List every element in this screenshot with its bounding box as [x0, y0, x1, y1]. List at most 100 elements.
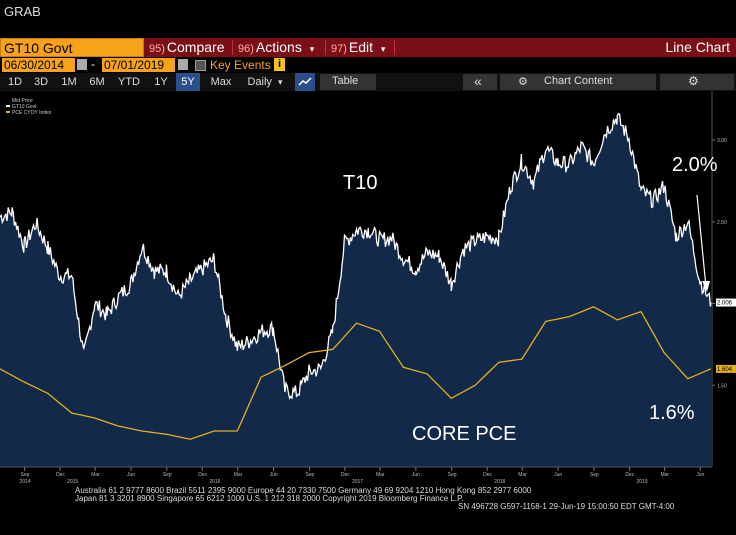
edit-menu-button[interactable]: 97) Edit ▾ [331, 38, 385, 57]
compare-button[interactable]: 95) Compare [149, 38, 225, 57]
range-button-ytd[interactable]: YTD [118, 76, 140, 88]
arrow-annotation [696, 194, 710, 292]
x-year-label: 2014 [20, 479, 31, 485]
x-tick-label: Jun [554, 472, 562, 478]
t10-last-value-box [716, 298, 736, 307]
x-tick-label: Sep [21, 472, 30, 478]
actions-caret-icon: ▾ [309, 44, 315, 54]
chart-type-label[interactable]: Line Chart [665, 39, 730, 55]
edit-label: Edit [348, 39, 374, 55]
t10-annotation: T10 [343, 172, 377, 194]
frequency-dropdown[interactable]: Daily ▾ [240, 73, 290, 91]
actions-label: Actions [255, 39, 302, 55]
pce-end-annotation: 1.6% [649, 402, 695, 424]
table-button[interactable]: Table [320, 74, 376, 90]
x-year-label: 2015 [67, 479, 78, 485]
range-bar: 1D 3D 1M 6M YTD 1Y 5Y Max Daily ▾ Table « ⚙ Cha… [0, 73, 736, 91]
range-button-max[interactable]: Max [210, 76, 232, 88]
x-tick-label: Dec [198, 472, 207, 478]
x-tick-label: Jun [127, 472, 135, 478]
x-tick-label: Mar [234, 472, 243, 478]
start-date-input[interactable]: 06/30/2014 [2, 58, 75, 72]
separator [232, 40, 233, 55]
window-titlebar: GRAB [0, 0, 736, 38]
x-tick-label: Mar [91, 472, 100, 478]
calendar-icon[interactable] [77, 59, 87, 70]
footer: Australia 61 2 9777 8600 Brazil 5511 239… [75, 486, 675, 511]
x-tick-label: Jun [412, 472, 420, 478]
chart-content-button[interactable]: ⚙ Chart Content [500, 74, 656, 90]
y-tick-label: 3.00 [717, 138, 727, 144]
chart-area: 3.002.502.001.50 SepDecMarJunSepDecMarJu… [0, 91, 736, 530]
compare-number: 95) [149, 43, 165, 55]
edit-caret-icon: ▾ [380, 44, 386, 54]
pce-last-value-box [716, 364, 736, 373]
x-tick-label: Sep [163, 472, 172, 478]
separator [394, 40, 395, 55]
pce-last-value: 1.604 [717, 367, 733, 373]
x-tick-label: Dec [483, 472, 492, 478]
x-year-label: 2017 [352, 479, 363, 485]
y-tick-label: 2.50 [717, 220, 727, 226]
settings-button[interactable]: ⚙ [660, 74, 734, 90]
line-chart[interactable]: 3.002.502.001.50 SepDecMarJunSepDecMarJu… [0, 91, 736, 530]
separator [325, 40, 326, 55]
legend-header: Mid Price [12, 98, 33, 104]
t10-end-annotation: 2.0% [672, 154, 718, 176]
range-button-1m[interactable]: 1M [61, 76, 77, 88]
x-tick-label: Sep [448, 472, 457, 478]
x-year-label: 2018 [494, 479, 505, 485]
legend: Mid Price GT10 Govt PCE CYOY Index [6, 98, 52, 116]
gear-icon: ⚙ [688, 74, 699, 88]
date-dash: - [91, 57, 95, 71]
x-axis: Sep Dec Mar Jun Sep Dec Mar Jun Sep Dec Mar Jun Sep D… [0, 466, 712, 485]
line-chart-icon[interactable] [295, 73, 315, 91]
info-icon[interactable]: i [274, 58, 285, 71]
calendar-icon[interactable] [178, 59, 188, 70]
t10-series-line [0, 112, 712, 400]
core-pce-annotation: CORE PCE [412, 423, 516, 445]
legend-swatch-pce [6, 111, 10, 113]
legend-item-t10: GT10 Govt [12, 104, 37, 110]
legend-item-pce: PCE CYOY Index [12, 110, 52, 116]
x-tick-label: Sep [590, 472, 599, 478]
last-value-labels: 2.006 1.604 [716, 298, 736, 373]
collapse-button[interactable]: « [463, 73, 497, 90]
x-tick-label: Jun [270, 472, 278, 478]
x-tick-label: Sep [305, 472, 314, 478]
double-chevron-left-icon: « [474, 73, 482, 89]
actions-menu-button[interactable]: 96) Actions ▾ [238, 38, 314, 57]
y-tick-label: 1.50 [717, 383, 727, 389]
key-events-label[interactable]: Key Events [210, 58, 271, 72]
x-tick-label: Dec [56, 472, 65, 478]
range-button-1d[interactable]: 1D [7, 76, 23, 88]
x-tick-label: Dec [625, 472, 634, 478]
key-events-checkbox[interactable] [195, 60, 206, 71]
ticker-input[interactable]: GT10 Govt [0, 38, 144, 57]
date-bar: 06/30/2014 - 07/01/2019 Key Events i [0, 57, 736, 73]
table-label: Table [332, 75, 359, 87]
pce-series-line [0, 306, 712, 440]
chevron-down-icon: ▾ [277, 77, 283, 87]
y-axis: 3.002.502.001.50 [711, 91, 727, 467]
window-title: GRAB [4, 4, 41, 19]
compare-label: Compare [166, 39, 225, 55]
gear-icon: ⚙ [518, 76, 528, 88]
range-button-3d[interactable]: 3D [33, 76, 49, 88]
x-tick-label: Mar [660, 472, 669, 478]
legend-swatch-t10 [6, 105, 10, 107]
footer-line-3: SN 496728 G597-1158-1 29-Jun-19 15:00:50… [458, 502, 675, 511]
t10-last-value: 2.006 [717, 301, 733, 307]
end-date-input[interactable]: 07/01/2019 [102, 58, 175, 72]
chart-content-label: Chart Content [544, 75, 613, 87]
range-button-5y[interactable]: 5Y [176, 73, 200, 91]
x-tick-label: Dec [341, 472, 350, 478]
frequency-label: Daily [247, 76, 272, 88]
x-tick-label: Mar [518, 472, 527, 478]
x-year-label: 2019 [636, 479, 647, 485]
range-button-1y[interactable]: 1Y [154, 76, 168, 88]
actions-number: 96) [238, 43, 254, 55]
edit-number: 97) [331, 43, 347, 55]
x-year-label: 2016 [209, 479, 220, 485]
range-button-6m[interactable]: 6M [89, 76, 105, 88]
